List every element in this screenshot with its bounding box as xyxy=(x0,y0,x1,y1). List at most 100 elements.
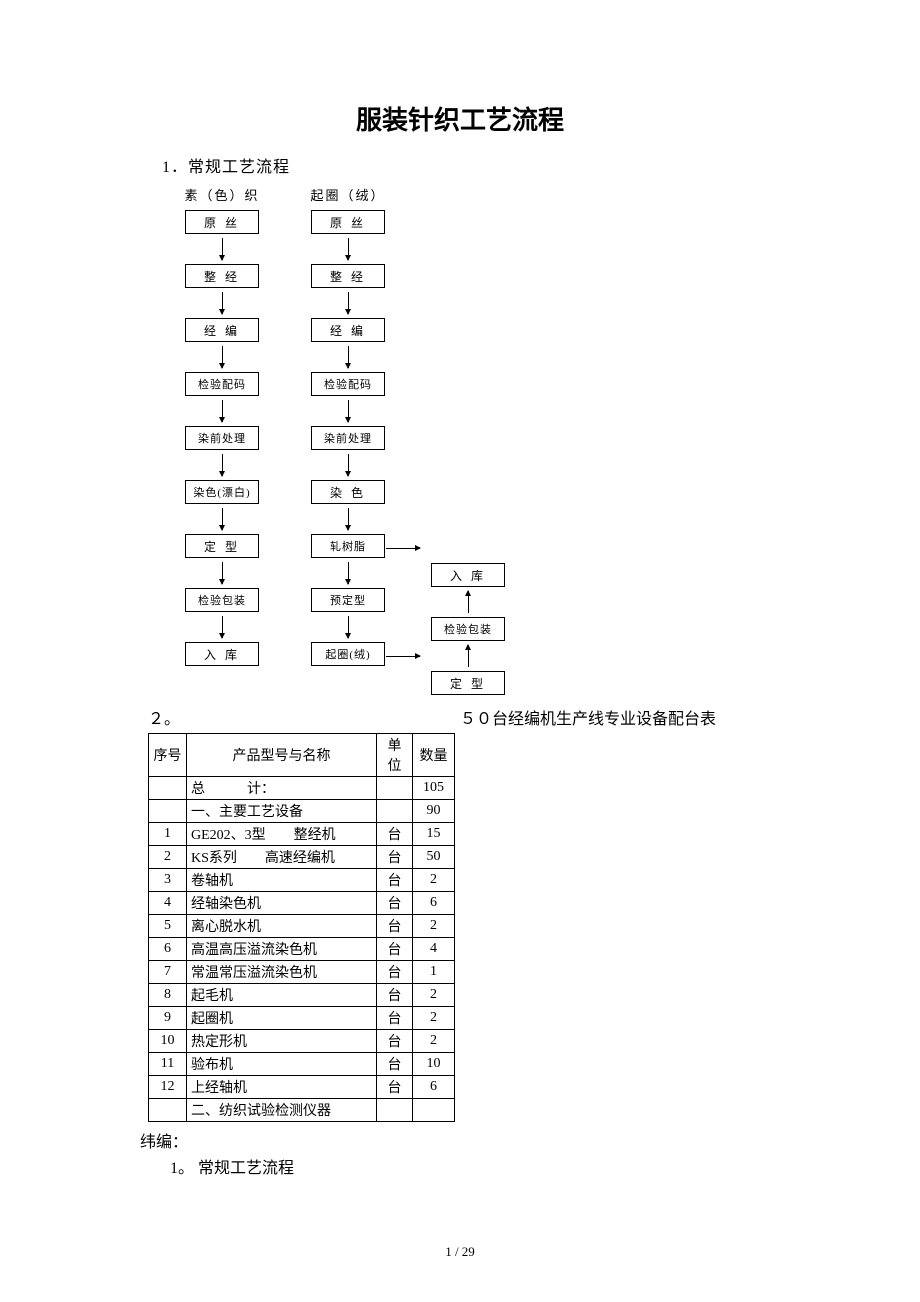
arrow-down-icon xyxy=(348,234,349,264)
cell-seq: 11 xyxy=(149,1053,187,1076)
cell-seq: 6 xyxy=(149,938,187,961)
equipment-table: 序号 产品型号与名称 单位 数量 总 计：105一、主要工艺设备901GE202… xyxy=(148,733,455,1122)
table-row: 6高温高压溢流染色机台4 xyxy=(149,938,455,961)
arrow-down-icon xyxy=(348,558,349,588)
flow-box: 染前处理 xyxy=(185,426,259,450)
flow-box: 整 经 xyxy=(185,264,259,288)
cell-name: 卷轴机 xyxy=(187,869,377,892)
table-row: 4经轴染色机台6 xyxy=(149,892,455,915)
cell-qty: 2 xyxy=(413,869,455,892)
arrow-down-icon xyxy=(222,288,223,318)
cell-name: 常温常压溢流染色机 xyxy=(187,961,377,984)
section-2-number: ２。 xyxy=(148,705,460,729)
table-row: 2KS系列 高速经编机台50 xyxy=(149,846,455,869)
flow-box: 检验配码 xyxy=(311,372,385,396)
cell-unit: 台 xyxy=(377,1030,413,1053)
section-1-heading: 1．常规工艺流程 xyxy=(162,153,780,177)
cell-seq: 2 xyxy=(149,846,187,869)
section-2-title: ５０台经编机生产线专业设备配台表 xyxy=(460,711,716,728)
flow-box: 入 库 xyxy=(431,563,505,587)
arrow-down-icon xyxy=(222,396,223,426)
cell-seq: 10 xyxy=(149,1030,187,1053)
cell-qty: 6 xyxy=(413,892,455,915)
page-footer: 1 / 29 xyxy=(0,1244,920,1260)
cell-unit: 台 xyxy=(377,961,413,984)
cell-qty: 2 xyxy=(413,915,455,938)
cell-unit xyxy=(377,800,413,823)
arrow-right-icon xyxy=(386,548,420,549)
flow-box: 染前处理 xyxy=(311,426,385,450)
arrow-up-icon xyxy=(468,641,469,671)
cell-qty: 90 xyxy=(413,800,455,823)
flow-box: 原 丝 xyxy=(185,210,259,234)
flow-box: 检验包装 xyxy=(431,617,505,641)
cell-unit: 台 xyxy=(377,984,413,1007)
cell-seq: 5 xyxy=(149,915,187,938)
table-row: 9起圈机台2 xyxy=(149,1007,455,1030)
cell-name: 起毛机 xyxy=(187,984,377,1007)
cell-unit: 台 xyxy=(377,1053,413,1076)
table-row: 7常温常压溢流染色机台1 xyxy=(149,961,455,984)
arrow-down-icon xyxy=(222,234,223,264)
arrow-down-icon xyxy=(222,558,223,588)
cell-qty: 6 xyxy=(413,1076,455,1099)
flow-box: 定 型 xyxy=(185,534,259,558)
section-1b-heading: 1。 常规工艺流程 xyxy=(170,1154,780,1178)
arrow-right-icon xyxy=(386,656,420,657)
cell-seq: 4 xyxy=(149,892,187,915)
flow-col-2: 起圈（绒） 原 丝 整 经 经 编 检验配码 染前处理 染 色 轧树脂 预定型 … xyxy=(302,185,394,666)
arrow-down-icon xyxy=(348,612,349,642)
cell-qty xyxy=(413,1099,455,1122)
flow-box: 经 编 xyxy=(311,318,385,342)
page-title: 服装针织工艺流程 xyxy=(140,100,780,137)
table-row: 1GE202、3型 整经机台15 xyxy=(149,823,455,846)
cell-name: 验布机 xyxy=(187,1053,377,1076)
cell-name: 经轴染色机 xyxy=(187,892,377,915)
flow-box: 起圈(绒) xyxy=(311,642,385,666)
flow-box: 原 丝 xyxy=(311,210,385,234)
th-name: 产品型号与名称 xyxy=(187,734,377,777)
cell-qty: 2 xyxy=(413,984,455,1007)
arrow-down-icon xyxy=(222,342,223,372)
table-row: 11验布机台10 xyxy=(149,1053,455,1076)
arrow-down-icon xyxy=(348,396,349,426)
section-2-heading: ２。５０台经编机生产线专业设备配台表 xyxy=(148,705,780,729)
cell-unit xyxy=(377,1099,413,1122)
cell-seq: 12 xyxy=(149,1076,187,1099)
flow-col1-header: 素（色）织 xyxy=(184,185,259,204)
flow-box: 检验包装 xyxy=(185,588,259,612)
flow-col-3: 入 库 检验包装 定 型 xyxy=(428,563,508,695)
cell-seq xyxy=(149,1099,187,1122)
cell-seq: 1 xyxy=(149,823,187,846)
cell-seq xyxy=(149,777,187,800)
cell-name: 起圈机 xyxy=(187,1007,377,1030)
flow-box: 染色(漂白) xyxy=(185,480,259,504)
cell-name: 高温高压溢流染色机 xyxy=(187,938,377,961)
arrow-up-icon xyxy=(468,587,469,617)
cell-qty: 1 xyxy=(413,961,455,984)
cell-seq xyxy=(149,800,187,823)
table-row: 10热定形机台2 xyxy=(149,1030,455,1053)
cell-name: 二、纺织试验检测仪器 xyxy=(187,1099,377,1122)
arrow-down-icon xyxy=(348,450,349,480)
th-qty: 数量 xyxy=(413,734,455,777)
cell-name: 离心脱水机 xyxy=(187,915,377,938)
cell-seq: 8 xyxy=(149,984,187,1007)
table-row: 8起毛机台2 xyxy=(149,984,455,1007)
table-row: 一、主要工艺设备 90 xyxy=(149,800,455,823)
arrow-down-icon xyxy=(348,288,349,318)
cell-unit xyxy=(377,777,413,800)
cell-qty: 2 xyxy=(413,1007,455,1030)
table-row: 5离心脱水机台2 xyxy=(149,915,455,938)
flow-col-1: 素（色）织 原 丝 整 经 经 编 检验配码 染前处理 染色(漂白) 定 型 检… xyxy=(176,185,268,666)
cell-name: KS系列 高速经编机 xyxy=(187,846,377,869)
cell-unit: 台 xyxy=(377,892,413,915)
arrow-down-icon xyxy=(348,342,349,372)
table-header-row: 序号 产品型号与名称 单位 数量 xyxy=(149,734,455,777)
cell-name: 一、主要工艺设备 xyxy=(187,800,377,823)
cell-qty: 2 xyxy=(413,1030,455,1053)
cell-unit: 台 xyxy=(377,938,413,961)
table-row: 3卷轴机台2 xyxy=(149,869,455,892)
arrow-down-icon xyxy=(222,504,223,534)
flow-col2-header: 起圈（绒） xyxy=(310,185,385,204)
